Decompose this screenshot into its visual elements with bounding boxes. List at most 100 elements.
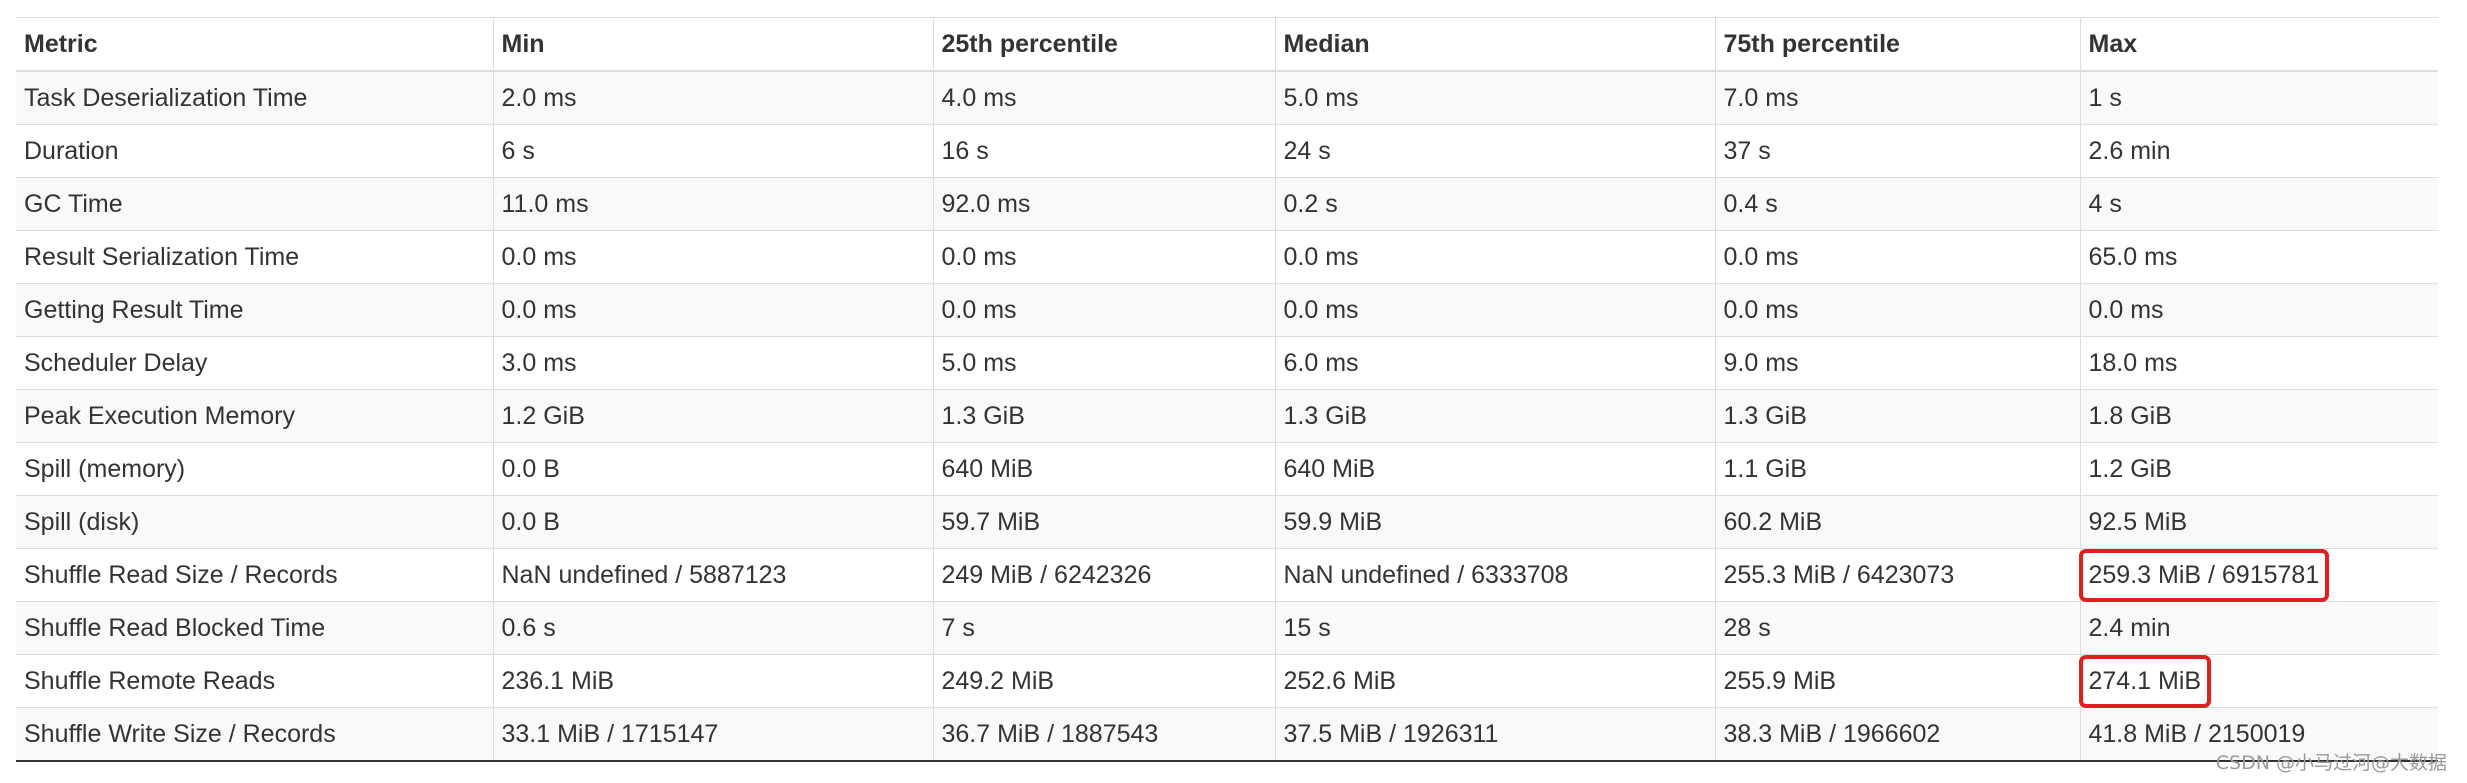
highlighted-value: 274.1 MiB	[2078, 654, 2211, 708]
metric-value-cell: 60.2 MiB	[1714, 495, 2080, 549]
metric-value-cell: 1.3 GiB	[932, 389, 1275, 443]
metric-value-cell: 1 s	[2079, 70, 2438, 125]
metric-value-cell: 41.8 MiB / 2150019	[2079, 707, 2438, 762]
metric-value-cell: 4 s	[2079, 177, 2438, 231]
metric-value-cell: 1.2 GiB	[492, 389, 933, 443]
table-body: Task Deserialization Time 2.0 ms 4.0 ms 5.0…	[16, 70, 2438, 762]
metric-value-cell: 1.8 GiB	[2079, 389, 2438, 443]
table-row: Result Serialization Time 0.0 ms 0.0 ms 0.0…	[16, 230, 2438, 284]
metric-value-cell: 7.0 ms	[1714, 70, 2080, 125]
metric-name-cell: GC Time	[16, 177, 493, 231]
metric-value-cell: 4.0 ms	[932, 70, 1275, 125]
metric-value-cell: 259.3 MiB / 6915781	[2078, 548, 2438, 602]
metric-value-cell: 0.0 ms	[1714, 230, 2080, 284]
metric-value-cell: 5.0 ms	[1274, 70, 1715, 125]
metric-value-cell: 1.1 GiB	[1714, 442, 2080, 496]
table-row: Scheduler Delay 3.0 ms 5.0 ms 6.0 ms 9.0 ms 1…	[16, 336, 2438, 390]
metric-value-cell: 1.3 GiB	[1274, 389, 1715, 443]
metric-value-cell: 640 MiB	[932, 442, 1275, 496]
metric-name-cell: Shuffle Write Size / Records	[16, 707, 493, 762]
metric-value-cell: 15 s	[1274, 601, 1715, 655]
table-row: Shuffle Write Size / Records 33.1 MiB / 1…	[16, 707, 2438, 762]
column-header-25th-percentile[interactable]: 25th percentile	[932, 17, 1275, 72]
metric-value-cell: 9.0 ms	[1714, 336, 2080, 390]
metric-value-cell: 0.0 ms	[932, 230, 1275, 284]
metric-value-cell: 24 s	[1274, 124, 1715, 178]
metric-name-cell: Shuffle Read Blocked Time	[16, 601, 493, 655]
metric-value-cell: 255.9 MiB	[1714, 654, 2080, 708]
metric-value-cell: 5.0 ms	[932, 336, 1275, 390]
metric-value-cell: 38.3 MiB / 1966602	[1714, 707, 2080, 762]
metric-value-cell: 236.1 MiB	[492, 654, 933, 708]
table-row: Shuffle Read Size / Records NaN undefined…	[16, 548, 2438, 602]
metric-value-cell: 0.0 ms	[492, 283, 933, 337]
metric-value-cell: 59.7 MiB	[932, 495, 1275, 549]
highlighted-value: 259.3 MiB / 6915781	[2078, 548, 2329, 602]
metric-value-cell: 37 s	[1714, 124, 2080, 178]
metric-value-cell: 2.6 min	[2079, 124, 2438, 178]
metric-name-cell: Spill (disk)	[16, 495, 493, 549]
table-row: Spill (memory) 0.0 B 640 MiB 640 MiB 1.1 GiB…	[16, 442, 2438, 496]
metric-name-cell: Duration	[16, 124, 493, 178]
metric-name-cell: Peak Execution Memory	[16, 389, 493, 443]
column-header-75th-percentile[interactable]: 75th percentile	[1714, 17, 2080, 72]
table-row: Duration 6 s 16 s 24 s 37 s 2.6 min	[16, 124, 2438, 178]
metric-name-cell: Shuffle Remote Reads	[16, 654, 493, 708]
metric-value-cell: 36.7 MiB / 1887543	[932, 707, 1275, 762]
metric-value-cell: 0.0 B	[492, 495, 933, 549]
metric-value-cell: 16 s	[932, 124, 1275, 178]
metric-name-cell: Shuffle Read Size / Records	[16, 548, 493, 602]
metric-value-cell: 0.0 B	[492, 442, 933, 496]
table-row: Peak Execution Memory 1.2 GiB 1.3 GiB 1.3 G…	[16, 389, 2438, 443]
table-row: Task Deserialization Time 2.0 ms 4.0 ms 5.0…	[16, 70, 2438, 125]
metric-value-cell: 18.0 ms	[2079, 336, 2438, 390]
column-header-min[interactable]: Min	[492, 17, 933, 72]
metric-value-cell: 92.0 ms	[932, 177, 1275, 231]
metric-value-cell: 0.0 ms	[492, 230, 933, 284]
column-header-median[interactable]: Median	[1274, 17, 1715, 72]
metric-value-cell: 0.2 s	[1274, 177, 1715, 231]
metric-name-cell: Result Serialization Time	[16, 230, 493, 284]
metric-name-cell: Scheduler Delay	[16, 336, 493, 390]
metric-value-cell: 7 s	[932, 601, 1275, 655]
metric-value-cell: 11.0 ms	[492, 177, 933, 231]
summary-metrics-table-container: Metric Min 25th percentile Median 75th perce…	[16, 17, 2438, 762]
metric-value-cell: 65.0 ms	[2079, 230, 2438, 284]
metric-value-cell: 3.0 ms	[492, 336, 933, 390]
metric-value-cell: 33.1 MiB / 1715147	[492, 707, 933, 762]
table-row: Getting Result Time 0.0 ms 0.0 ms 0.0 ms 0.0…	[16, 283, 2438, 337]
column-header-metric[interactable]: Metric	[16, 17, 493, 72]
table-row: Shuffle Remote Reads 236.1 MiB 249.2 MiB 25…	[16, 654, 2438, 708]
csdn-watermark: CSDN @小马过河@大数据	[2215, 752, 2447, 774]
metric-value-cell: 37.5 MiB / 1926311	[1274, 707, 1715, 762]
metric-value-cell: 0.6 s	[492, 601, 933, 655]
metric-value-cell: 0.0 ms	[1274, 283, 1715, 337]
metric-value-cell: 0.4 s	[1714, 177, 2080, 231]
metric-value-cell: 0.0 ms	[2079, 283, 2438, 337]
metric-name-cell: Spill (memory)	[16, 442, 493, 496]
metric-value-cell: 252.6 MiB	[1274, 654, 1715, 708]
table-row: Spill (disk) 0.0 B 59.7 MiB 59.9 MiB 60.2 Mi…	[16, 495, 2438, 549]
metric-value-cell: 249 MiB / 6242326	[932, 548, 1275, 602]
metric-value-cell: 0.0 ms	[932, 283, 1275, 337]
column-header-max[interactable]: Max	[2079, 17, 2438, 72]
metric-name-cell: Getting Result Time	[16, 283, 493, 337]
metric-value-cell: 0.0 ms	[1274, 230, 1715, 284]
metric-value-cell: 249.2 MiB	[932, 654, 1275, 708]
metric-value-cell: 0.0 ms	[1714, 283, 2080, 337]
summary-metrics-table: Metric Min 25th percentile Median 75th perce…	[16, 17, 2438, 762]
metric-value-cell: 2.4 min	[2079, 601, 2438, 655]
metric-value-cell: 92.5 MiB	[2079, 495, 2438, 549]
metric-value-cell: 6.0 ms	[1274, 336, 1715, 390]
metric-value-cell: 2.0 ms	[492, 70, 933, 125]
metric-value-cell: 28 s	[1714, 601, 2080, 655]
table-header-row: Metric Min 25th percentile Median 75th perce…	[16, 17, 2438, 72]
metric-value-cell: 1.2 GiB	[2079, 442, 2438, 496]
metric-value-cell: NaN undefined / 5887123	[492, 548, 933, 602]
metric-value-cell: NaN undefined / 6333708	[1274, 548, 1715, 602]
metric-value-cell: 6 s	[492, 124, 933, 178]
metric-value-cell: 640 MiB	[1274, 442, 1715, 496]
metric-value-cell: 255.3 MiB / 6423073	[1714, 548, 2080, 602]
